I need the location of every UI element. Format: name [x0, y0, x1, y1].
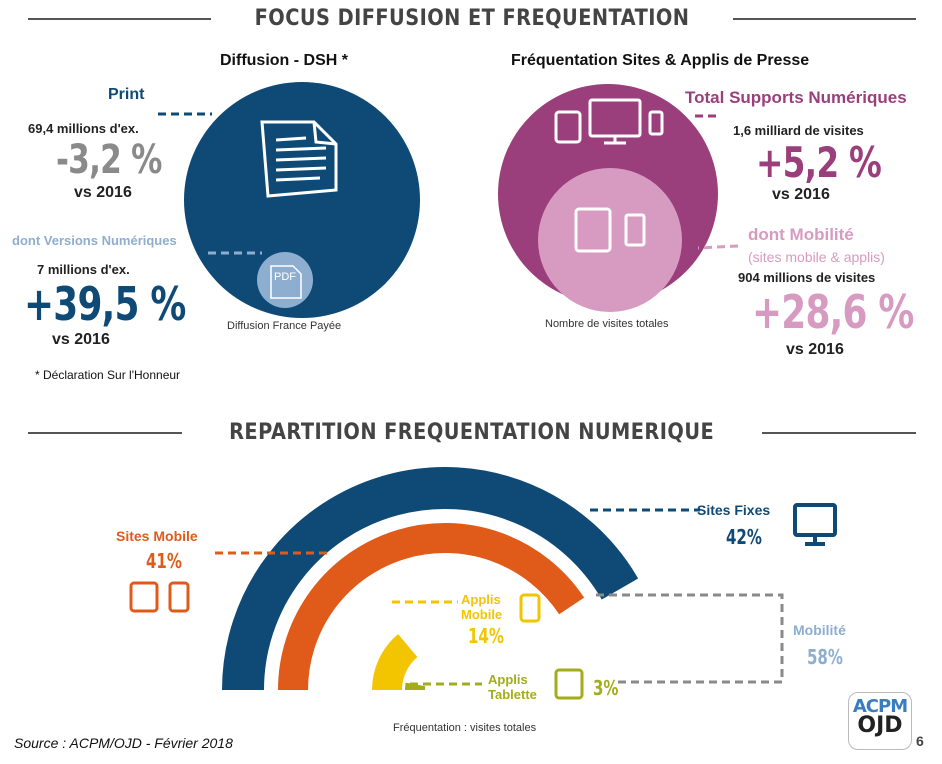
pdf-icon [270, 265, 302, 299]
diffusion-circle [184, 82, 420, 318]
devices-icon [554, 98, 664, 145]
page-number: 6 [916, 733, 924, 749]
repartition-chart [215, 467, 784, 691]
applis-mobile-pct: 14% [468, 624, 504, 648]
total-label: Total Supports Numériques [685, 88, 907, 107]
applis-tablette-label-line1: Applis [488, 672, 528, 687]
footnote: * Déclaration Sur l'Honneur [35, 368, 181, 382]
logo-bottom-text: OJD [857, 713, 903, 738]
acpm-ojd-logo: ACPM OJD [848, 692, 912, 750]
numerique-vs: vs 2016 [52, 331, 110, 348]
total-vs: vs 2016 [772, 186, 830, 203]
sites-mobile-label: Sites Mobile [116, 528, 198, 544]
header-rule-right [733, 17, 917, 20]
header-title-repartition: REPARTITION FREQUENTATION NUMERIQUE [229, 420, 715, 445]
connector-mobilite [596, 593, 784, 684]
frequentation-caption: Nombre de visites totales [545, 318, 669, 330]
pdf-label: PDF [274, 271, 296, 283]
print-sub: 69,4 millions d'ex. [28, 121, 139, 136]
frequentation-title: Fréquentation Sites & Applis de Presse [511, 52, 810, 69]
sites-fixes-pct: 42% [726, 525, 762, 549]
total-change: +5,2 % [756, 138, 882, 187]
document-icon [260, 120, 338, 198]
frequentation-graphic [498, 84, 738, 312]
diffusion-title: Diffusion - DSH * [220, 52, 348, 69]
applis-tablette-label: Applis Tablette [488, 672, 537, 702]
tablet-icon [554, 668, 584, 700]
mobile-connector [697, 244, 738, 250]
applis-mobile-label-line2: Mobile [461, 607, 503, 622]
arc-applis-mobile [372, 634, 418, 691]
mobilite-vs: vs 2016 [786, 341, 844, 358]
diffusion-caption: Diffusion France Payée [227, 320, 342, 332]
numerique-change: +39,5 % [24, 277, 186, 331]
chart-caption: Fréquentation : visites totales [393, 722, 537, 734]
arc-sites-fixes [222, 467, 639, 691]
header2-rule-left [28, 431, 183, 434]
print-vs: vs 2016 [74, 184, 132, 201]
source-text: Source : ACPM/OJD - Février 2018 [14, 735, 233, 751]
mobilite-sub2: 904 millions de visites [738, 270, 876, 285]
numerique-label: dont Versions Numériques [12, 233, 177, 248]
mobilite-sub1: (sites mobile & applis) [748, 249, 885, 265]
header-title-focus: FOCUS DIFFUSION ET FREQUENTATION [254, 6, 690, 31]
section-header-repartition: REPARTITION FREQUENTATION NUMERIQUE [0, 420, 942, 445]
header-rule-left [28, 17, 211, 20]
header2-rule-right [761, 431, 916, 434]
logo-top-text: ACPM [852, 696, 908, 717]
mobilite-label: dont Mobilité [748, 225, 854, 244]
mobilite-group-pct: 58% [807, 645, 843, 669]
mobilite-change: +28,6 % [752, 285, 914, 339]
applis-mobile-label: Applis Mobile [461, 592, 502, 622]
sites-mobile-pct: 41% [146, 549, 182, 573]
smartphone-icon [519, 593, 541, 623]
monitor-icon [793, 503, 837, 546]
diffusion-graphic [158, 82, 420, 318]
applis-tablette-pct: 3% [593, 676, 619, 700]
sites-fixes-label: Sites Fixes [697, 502, 771, 518]
applis-mobile-label-line1: Applis [461, 592, 501, 607]
mobile-devices-icon [574, 207, 646, 253]
mobilite-group-label: Mobilité [793, 622, 846, 638]
numerique-sub: 7 millions d'ex. [37, 262, 130, 277]
print-change: -3,2 % [56, 137, 162, 183]
total-sub: 1,6 milliard de visites [733, 123, 864, 138]
section-header-focus: FOCUS DIFFUSION ET FREQUENTATION [0, 6, 942, 31]
print-label: Print [108, 86, 145, 103]
arc-sites-mobile [278, 523, 585, 691]
applis-tablette-label-line2: Tablette [488, 687, 537, 702]
sites-mobile-icon [129, 581, 190, 613]
